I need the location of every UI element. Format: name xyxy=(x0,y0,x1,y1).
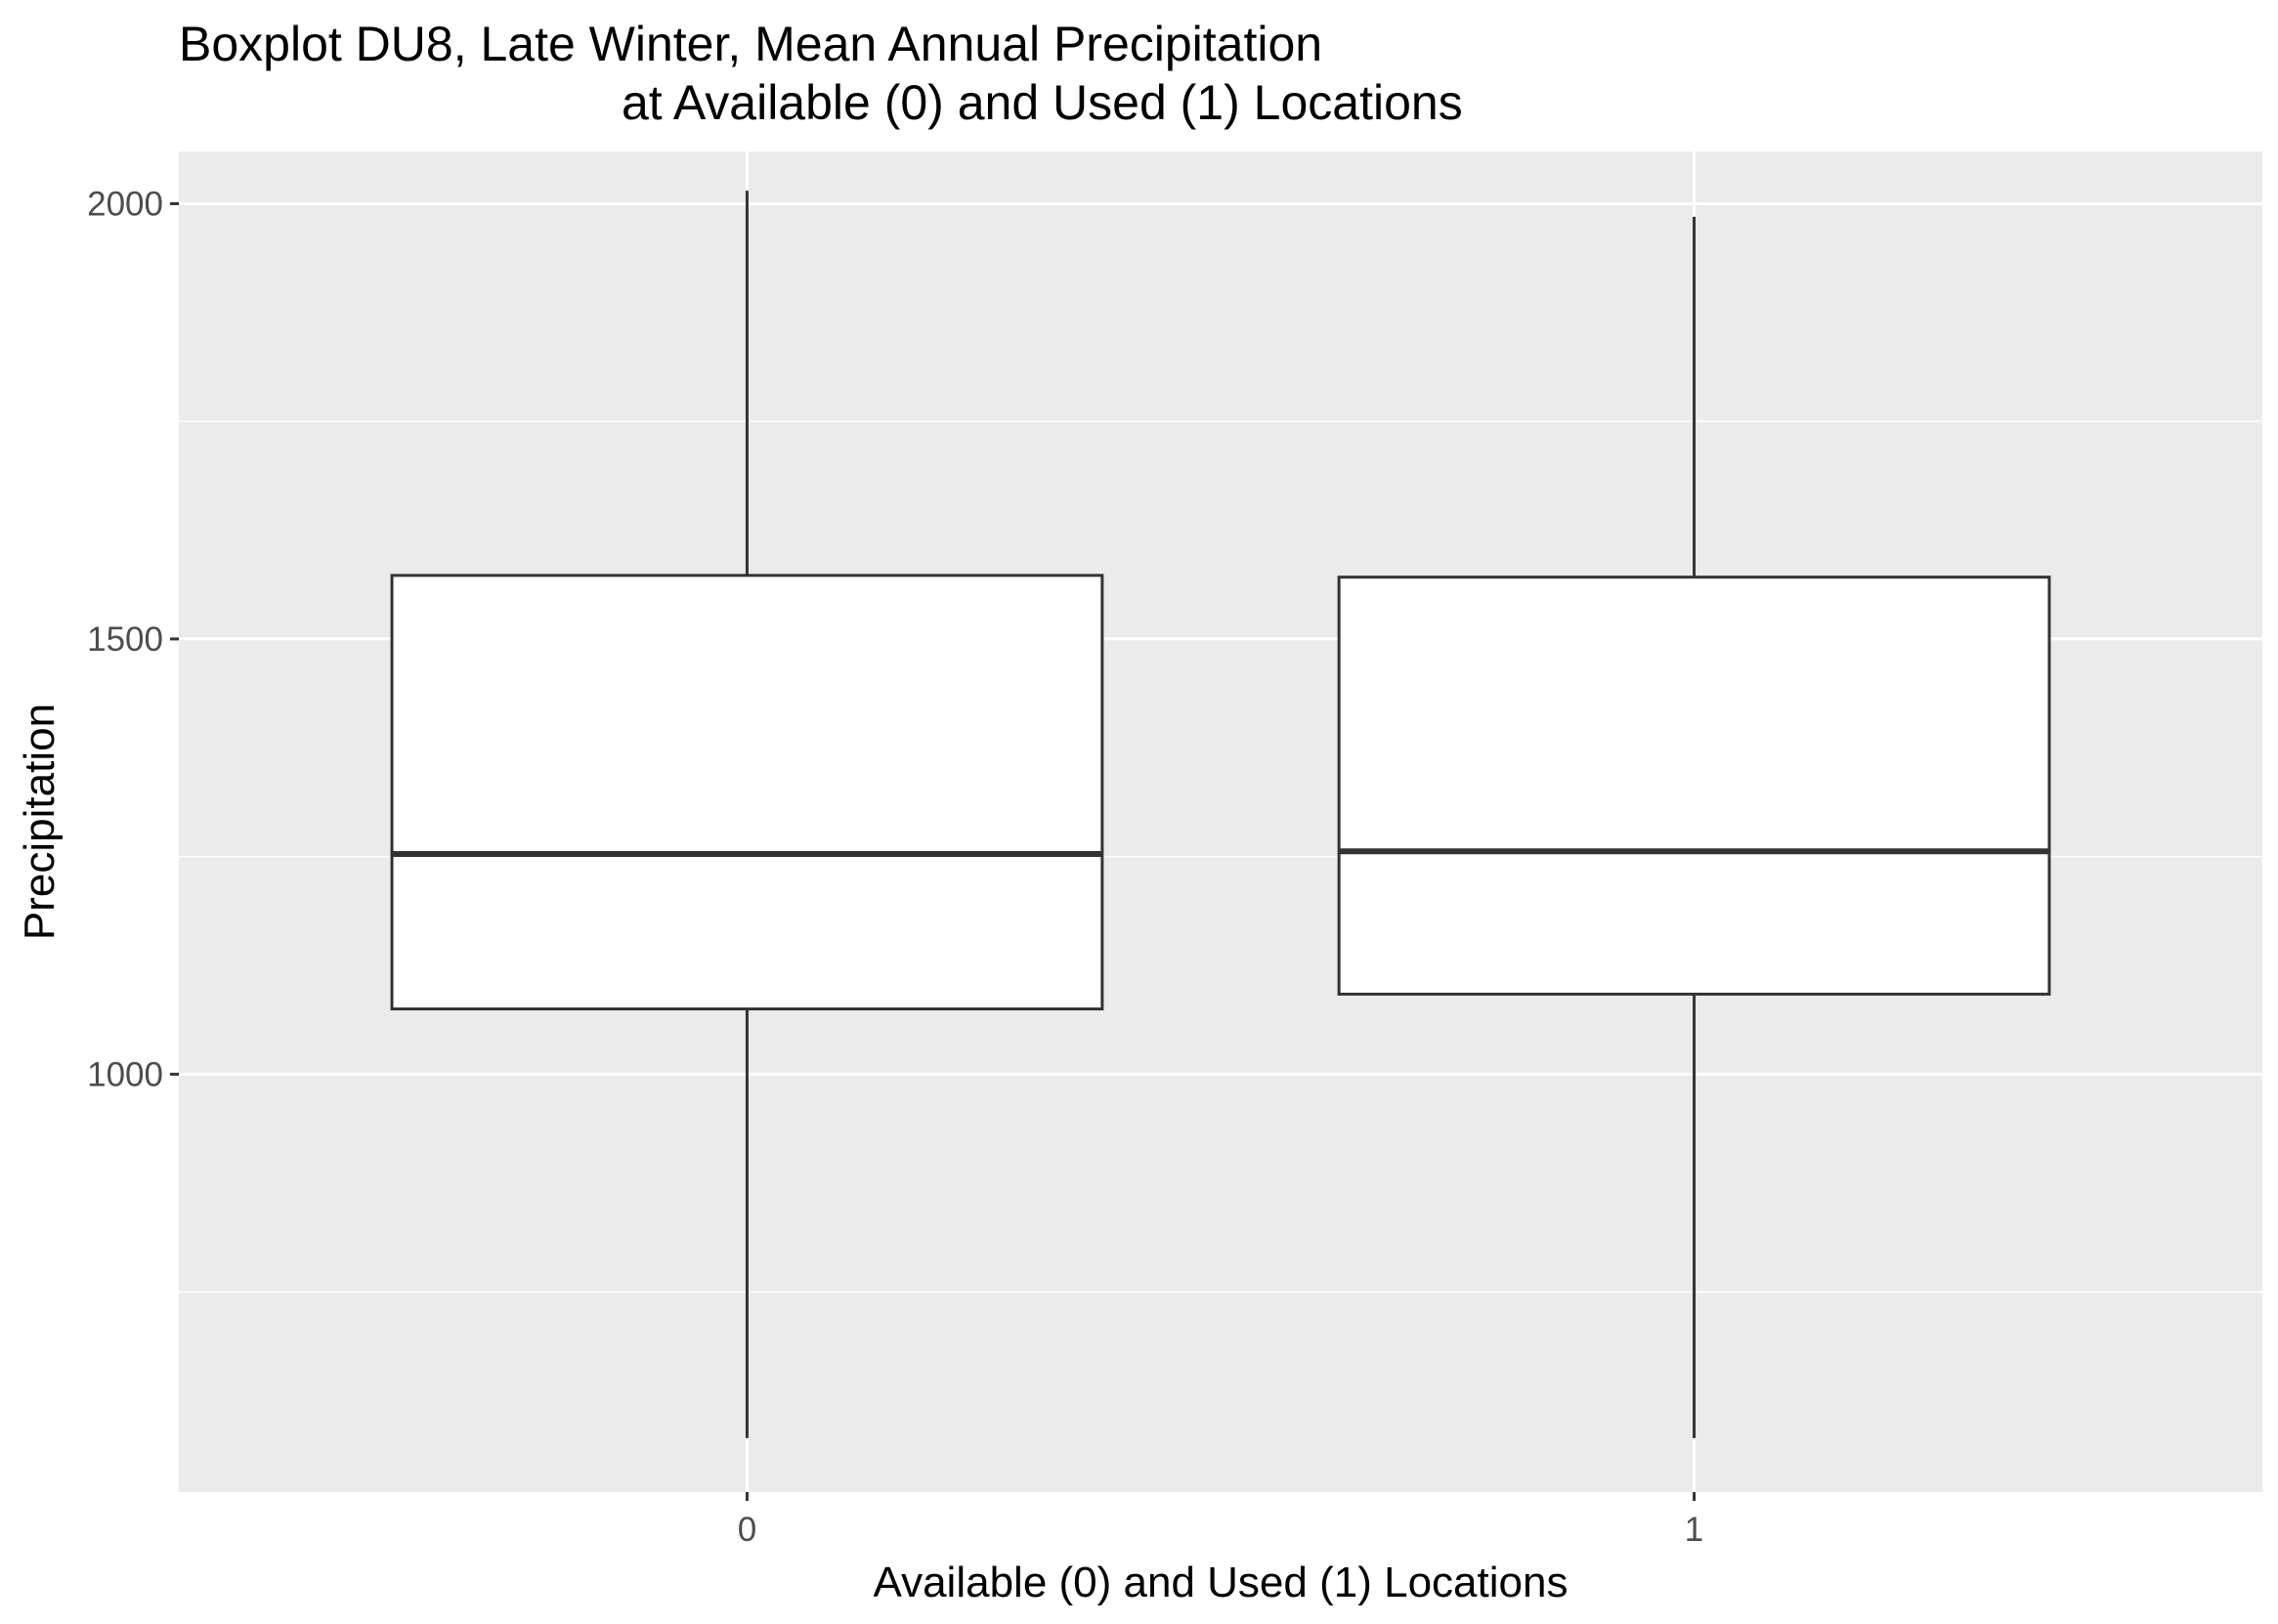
iqr-box xyxy=(390,574,1104,1011)
box-0 xyxy=(390,191,1104,1438)
y-tick-label: 1500 xyxy=(87,620,163,659)
x-tick-label: 0 xyxy=(738,1511,756,1549)
y-tick-label: 1000 xyxy=(87,1055,163,1093)
chart-title-line-1: Boxplot DU8, Late Winter, Mean Annual Pr… xyxy=(179,17,1322,71)
box-1 xyxy=(1337,216,2051,1438)
chart-title-line-2: at Available (0) and Used (1) Locations xyxy=(622,75,1463,130)
y-axis-title: Precipitation xyxy=(16,704,64,940)
x-tick-label: 1 xyxy=(1685,1511,1703,1549)
boxes-layer xyxy=(390,191,2051,1438)
iqr-box xyxy=(1337,576,2051,996)
y-axis: 1000 1500 2000 xyxy=(87,185,179,1093)
x-axis-title: Available (0) and Used (1) Locations xyxy=(874,1559,1569,1606)
y-tick-label: 2000 xyxy=(87,185,163,223)
